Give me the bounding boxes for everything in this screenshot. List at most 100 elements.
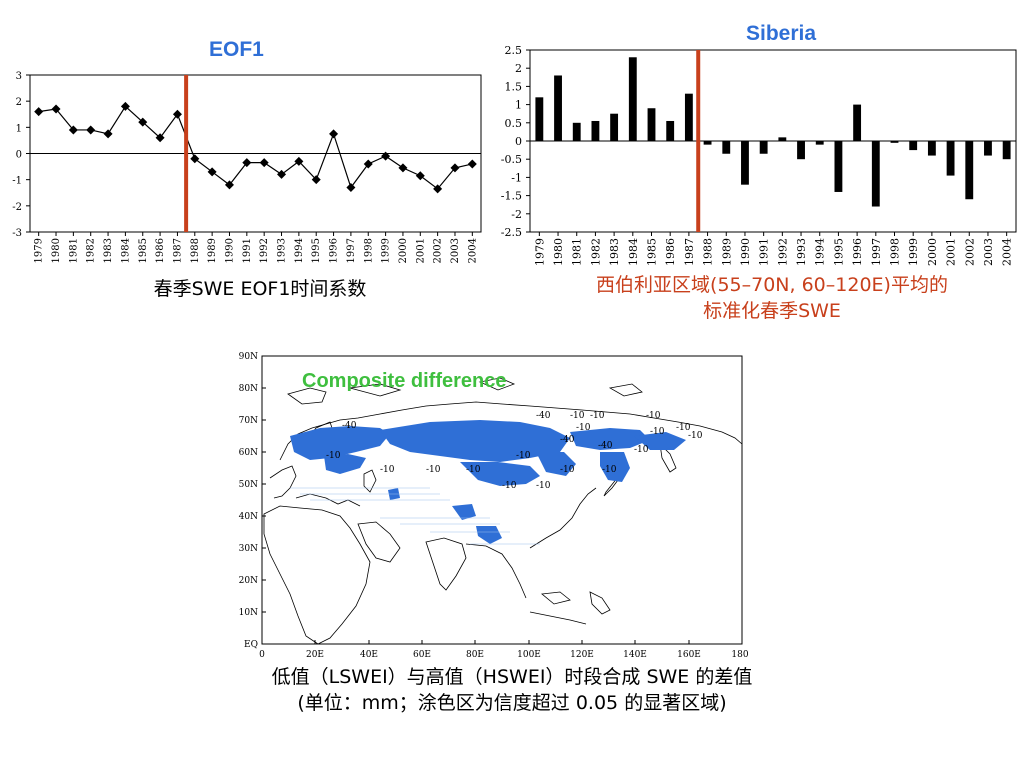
y-tick-label: 2	[16, 97, 22, 108]
contour-label: -10	[536, 481, 551, 491]
data-point	[34, 107, 44, 117]
map-caption: 低值（LSWEI）与高值（HSWEI）时段合成 SWE 的差值 (单位：mm；涂…	[0, 664, 1024, 716]
y-tick-label: 0.5	[505, 117, 523, 130]
y-tick-label: -3	[12, 228, 22, 239]
data-point	[398, 163, 408, 173]
lat-label: 10N	[239, 608, 258, 618]
data-point	[120, 101, 130, 111]
x-tick-label: 1995	[311, 238, 322, 263]
x-tick-label: 1984	[627, 238, 640, 266]
bar	[684, 93, 693, 141]
contour-label: -10	[650, 427, 665, 437]
x-tick-label: 2004	[1001, 238, 1014, 266]
y-tick-label: 1	[16, 123, 22, 134]
lat-label: 80N	[239, 384, 258, 394]
x-tick-label: 1993	[277, 238, 288, 263]
lat-label: 70N	[239, 416, 258, 426]
map-title: Composite difference	[302, 370, 507, 392]
data-point	[224, 180, 234, 190]
x-tick-label: 1992	[259, 238, 270, 263]
data-point	[277, 169, 287, 179]
contour-label: -10	[502, 481, 517, 491]
x-tick-label: 2003	[450, 238, 461, 263]
lon-label: 180	[731, 650, 748, 660]
bar	[853, 104, 862, 141]
bar	[610, 113, 619, 141]
y-tick-label: 0	[515, 135, 522, 148]
siberia-caption-line2: 标准化春季SWE	[703, 300, 841, 322]
longitude-labels: 0 20E 40E 60E 80E 100E 120E 140E 160E 18…	[259, 650, 749, 660]
x-tick-label: 1998	[889, 238, 902, 266]
x-tick-label: 2004	[467, 238, 478, 263]
contour-label: -10	[634, 445, 649, 455]
x-tick-label: 1987	[172, 238, 183, 263]
eof1-title: EOF1	[209, 38, 264, 61]
bar	[666, 120, 675, 141]
contour-label: -10	[688, 431, 703, 441]
siberia-caption-line1: 西伯利亚区域(55–70N, 60–120E)平均的	[596, 274, 948, 296]
x-tick-label: 1981	[571, 238, 584, 266]
x-tick-label: 1986	[664, 238, 677, 266]
contour-label: -10	[380, 465, 395, 475]
data-point	[207, 167, 217, 177]
bar	[535, 97, 544, 141]
data-point	[381, 151, 391, 161]
siberia-title: Siberia	[746, 22, 817, 45]
contour-strips	[290, 487, 540, 545]
lon-label: 40E	[360, 650, 378, 660]
y-tick-label: -1	[12, 176, 22, 187]
x-tick-label: 1992	[776, 238, 789, 266]
bar	[965, 141, 974, 200]
x-tick-label: 1996	[851, 238, 864, 266]
bar	[984, 141, 992, 156]
x-tick-label: 1981	[68, 238, 79, 263]
data-point	[294, 156, 304, 166]
lat-label: 50N	[239, 480, 258, 490]
x-tick-label: 1983	[608, 238, 621, 266]
lat-label: 30N	[239, 544, 258, 554]
data-point	[138, 117, 148, 127]
contour-label: -40	[342, 421, 357, 431]
lat-label: EQ	[244, 640, 258, 650]
data-point	[155, 133, 165, 143]
contour-label: -10	[466, 465, 481, 475]
bar	[834, 141, 843, 192]
contour-labels: -40 -10 -10 -10 -10 -10 -10 -40 -40 -40 …	[326, 411, 703, 491]
bar	[927, 141, 936, 156]
contour-label: -10	[516, 451, 531, 461]
x-tick-label: 1998	[363, 238, 374, 263]
x-tick-label: 1989	[207, 238, 218, 263]
contour-label: -10	[560, 465, 575, 475]
x-tick-label: 1979	[34, 238, 45, 263]
x-tick-label: 1983	[103, 238, 114, 263]
contour-label: -10	[326, 451, 341, 461]
lon-label: 20E	[306, 650, 324, 660]
x-tick-label: 1985	[646, 238, 659, 266]
x-tick-label: 1982	[589, 238, 602, 266]
data-point	[172, 109, 182, 119]
significant-shading	[290, 420, 686, 544]
x-tick-label: 2001	[945, 238, 958, 266]
y-tick-label: 2.5	[505, 44, 523, 57]
eof1-series-line	[38, 105, 473, 190]
data-point	[190, 154, 200, 164]
lon-label: 140E	[623, 650, 647, 660]
lon-label: 0	[259, 650, 265, 660]
data-point	[103, 129, 113, 139]
data-point	[86, 125, 96, 135]
x-tick-label: 1990	[739, 238, 752, 266]
x-tick-label: 1991	[758, 238, 771, 266]
x-tick-label: 2000	[926, 238, 939, 266]
x-tick-label: 1990	[224, 238, 235, 263]
x-tick-label: 1999	[381, 238, 392, 263]
bar	[647, 108, 656, 141]
lat-label: 40N	[239, 512, 258, 522]
bar	[722, 141, 731, 154]
y-tick-label: -0.5	[501, 153, 522, 166]
x-tick-label: 1987	[683, 238, 696, 266]
y-tick-label: 2	[515, 62, 522, 75]
y-tick-label: -2	[12, 202, 22, 213]
y-tick-label: 3	[16, 71, 22, 82]
map-caption-line2: (单位：mm；涂色区为信度超过 0.05 的显著区域)	[297, 692, 727, 714]
data-point	[433, 184, 443, 194]
